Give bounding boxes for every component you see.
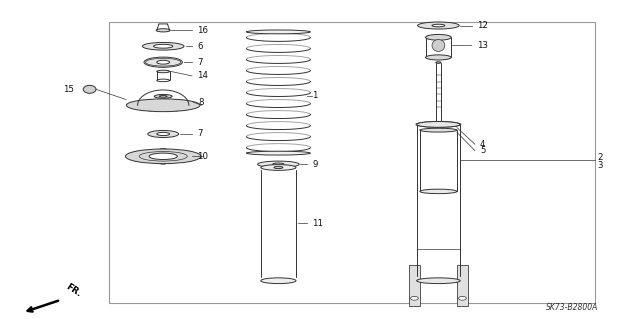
Ellipse shape	[420, 189, 457, 194]
Circle shape	[458, 296, 466, 300]
Ellipse shape	[126, 99, 200, 112]
Ellipse shape	[157, 132, 170, 136]
Ellipse shape	[157, 79, 170, 82]
Text: 1: 1	[312, 91, 318, 100]
Ellipse shape	[261, 165, 296, 170]
Ellipse shape	[426, 55, 451, 60]
Ellipse shape	[157, 60, 170, 64]
Ellipse shape	[432, 40, 445, 51]
Ellipse shape	[149, 153, 177, 160]
Ellipse shape	[261, 278, 296, 284]
Circle shape	[134, 103, 141, 107]
Ellipse shape	[159, 95, 167, 97]
Ellipse shape	[432, 24, 445, 27]
Circle shape	[184, 157, 193, 161]
Ellipse shape	[436, 62, 441, 63]
Ellipse shape	[274, 167, 283, 168]
Circle shape	[159, 160, 168, 164]
Ellipse shape	[246, 151, 310, 155]
Ellipse shape	[426, 34, 451, 40]
Circle shape	[159, 148, 168, 153]
Text: 13: 13	[477, 41, 488, 50]
Circle shape	[172, 107, 180, 111]
Ellipse shape	[142, 42, 184, 50]
Circle shape	[411, 296, 419, 300]
Ellipse shape	[157, 70, 170, 73]
Text: 3: 3	[597, 161, 603, 170]
Text: 11: 11	[312, 219, 323, 228]
Text: 8: 8	[198, 98, 204, 107]
Ellipse shape	[417, 122, 460, 127]
Ellipse shape	[154, 94, 172, 98]
Circle shape	[185, 103, 193, 107]
Text: 16: 16	[197, 26, 208, 35]
Ellipse shape	[156, 29, 170, 32]
Text: 14: 14	[197, 71, 208, 80]
Ellipse shape	[417, 278, 460, 284]
Circle shape	[133, 151, 142, 156]
Ellipse shape	[418, 22, 460, 29]
Circle shape	[147, 107, 154, 111]
Ellipse shape	[148, 130, 179, 137]
Ellipse shape	[273, 163, 284, 166]
Bar	[410, 265, 420, 306]
Text: 12: 12	[477, 21, 488, 30]
Ellipse shape	[154, 44, 173, 48]
Text: 10: 10	[197, 152, 208, 161]
Circle shape	[172, 100, 180, 103]
Text: 4: 4	[480, 140, 486, 149]
Text: 7: 7	[197, 130, 203, 138]
Ellipse shape	[420, 128, 457, 132]
Circle shape	[184, 151, 193, 156]
Text: 2: 2	[597, 153, 603, 162]
Ellipse shape	[257, 161, 300, 167]
Text: 6: 6	[197, 42, 203, 51]
Circle shape	[133, 157, 142, 161]
Text: 9: 9	[312, 160, 317, 169]
Text: 7: 7	[197, 58, 203, 67]
Bar	[458, 265, 468, 306]
Ellipse shape	[125, 149, 201, 164]
Circle shape	[147, 100, 154, 103]
Ellipse shape	[246, 30, 310, 34]
Bar	[109, 22, 595, 303]
Text: FR.: FR.	[64, 282, 83, 298]
Ellipse shape	[83, 85, 96, 93]
Text: SK73-B2800A: SK73-B2800A	[546, 303, 598, 312]
Text: 15: 15	[63, 85, 74, 94]
Ellipse shape	[416, 122, 461, 127]
Ellipse shape	[144, 57, 182, 67]
Text: 5: 5	[480, 146, 486, 155]
